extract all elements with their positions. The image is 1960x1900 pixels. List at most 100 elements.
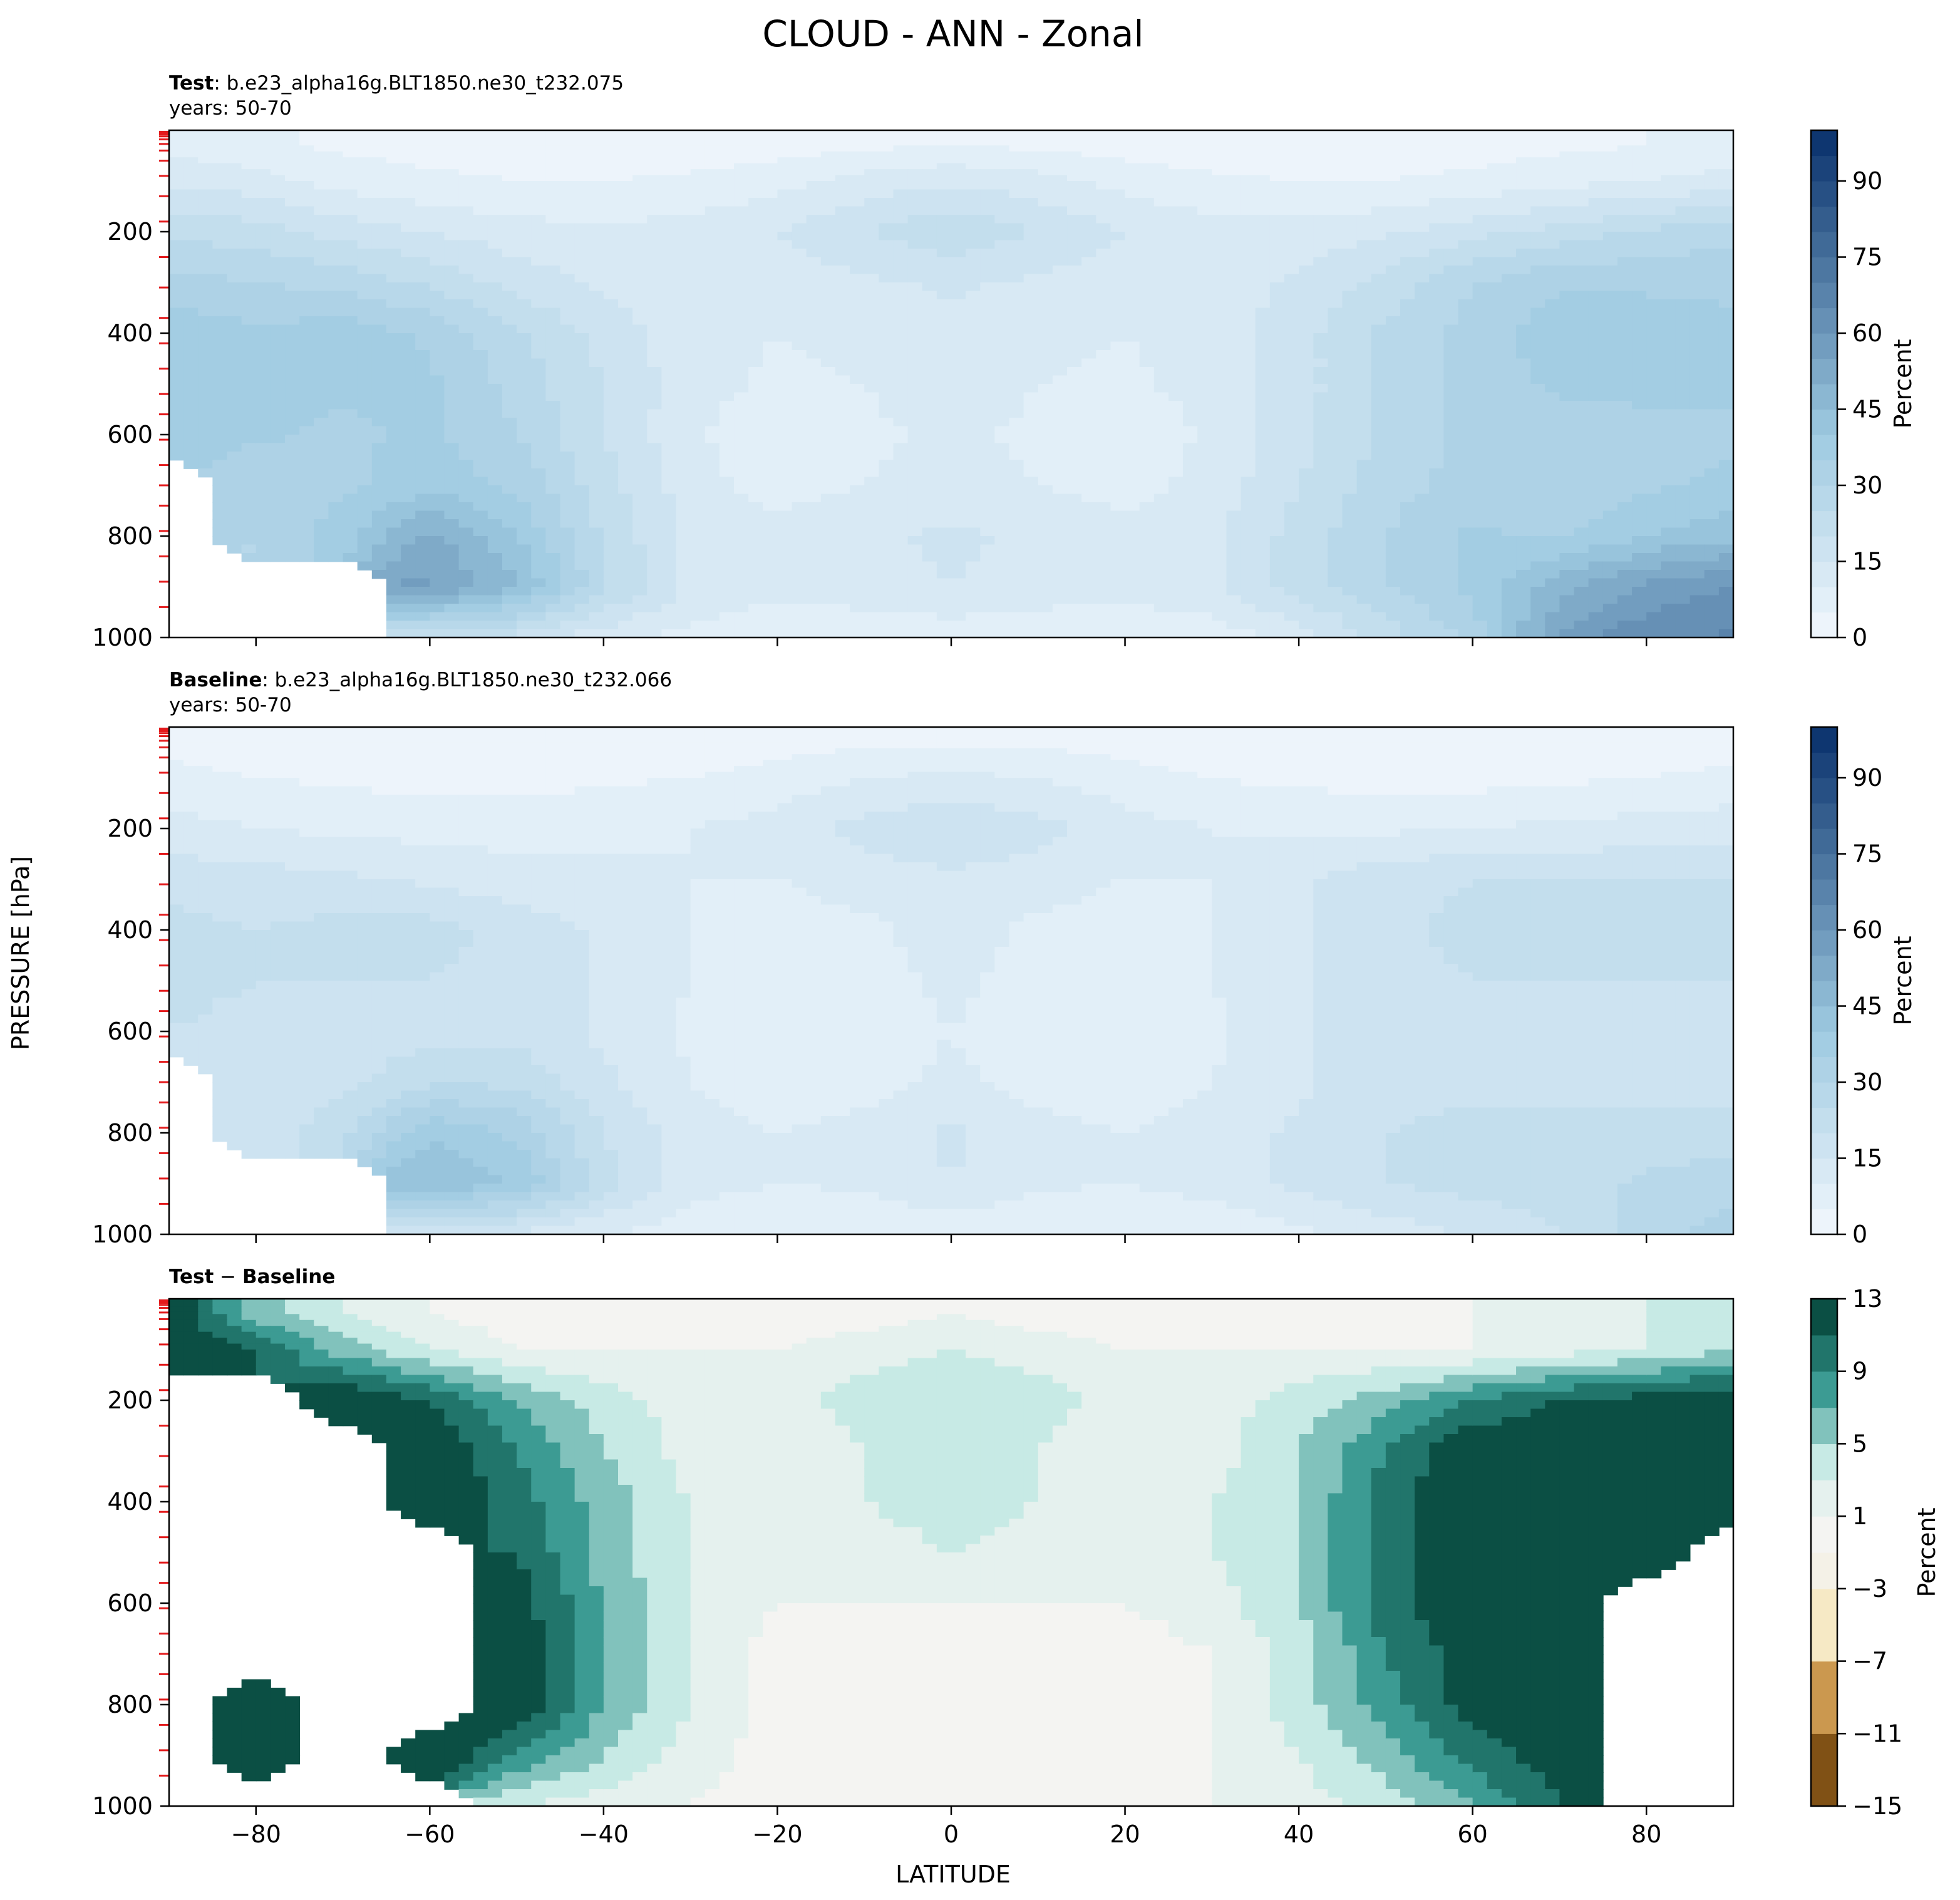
- contour-cell: [676, 274, 691, 283]
- contour-cell: [358, 207, 373, 215]
- contour-cell: [1009, 240, 1024, 249]
- contour-cell: [1574, 257, 1589, 266]
- contour-cell: [1081, 333, 1096, 342]
- contour-cell: [169, 410, 184, 418]
- contour-cell: [1328, 181, 1343, 190]
- contour-cell: [212, 410, 227, 418]
- contour-cell: [1530, 418, 1545, 426]
- contour-cell: [285, 215, 300, 224]
- contour-cell: [705, 452, 720, 460]
- contour-cell: [1661, 215, 1676, 224]
- contour-cell: [1140, 410, 1155, 418]
- contour-cell: [604, 410, 619, 418]
- contour-cell: [1212, 215, 1227, 224]
- contour-cell: [1443, 418, 1458, 426]
- contour-cell: [1545, 169, 1560, 175]
- contour-cell: [1024, 410, 1039, 418]
- contour-cell: [1458, 418, 1473, 426]
- contour-cell: [821, 468, 836, 477]
- contour-cell: [1632, 274, 1647, 283]
- contour-cell: [763, 393, 778, 401]
- contour-cell: [937, 460, 952, 469]
- contour-cell: [850, 169, 865, 175]
- contour-cell: [1473, 175, 1488, 182]
- contour-cell: [256, 426, 271, 435]
- contour-cell: [545, 224, 560, 232]
- contour-cell: [676, 232, 691, 240]
- contour-cell: [1038, 426, 1053, 435]
- contour-cell: [386, 274, 401, 283]
- contour-cell: [328, 175, 343, 182]
- contour-cell: [1719, 181, 1734, 190]
- contour-cell: [879, 410, 894, 418]
- contour-cell: [1458, 282, 1473, 291]
- contour-cell: [1270, 350, 1285, 359]
- contour-cell: [705, 367, 720, 376]
- contour-cell: [1516, 367, 1531, 376]
- contour-cell: [1168, 350, 1184, 359]
- contour-cell: [401, 367, 416, 376]
- contour-cell: [632, 157, 647, 163]
- contour-cell: [198, 145, 213, 152]
- contour-cell: [502, 169, 517, 175]
- contour-cell: [1371, 426, 1386, 435]
- contour-cell: [705, 282, 720, 291]
- contour-cell: [807, 393, 822, 401]
- contour-cell: [1473, 249, 1488, 257]
- contour-cell: [821, 333, 836, 342]
- diff-label-baseline: Baseline: [242, 1266, 335, 1288]
- contour-cell: [444, 367, 459, 376]
- contour-cell: [1053, 224, 1068, 232]
- contour-cell: [488, 207, 503, 215]
- contour-cell: [343, 207, 358, 215]
- contour-cell: [299, 175, 314, 182]
- contour-cell: [444, 333, 459, 342]
- contour-cell: [734, 426, 749, 435]
- contour-cell: [271, 266, 286, 274]
- contour-cell: [1400, 316, 1415, 325]
- contour-cell: [1705, 163, 1720, 170]
- contour-cell: [1067, 460, 1082, 469]
- contour-cell: [1632, 291, 1647, 300]
- contour-cell: [1632, 152, 1647, 158]
- contour-cell: [1024, 376, 1039, 385]
- contour-cell: [198, 299, 213, 308]
- contour-cell: [1530, 299, 1545, 308]
- contour-cell: [1140, 393, 1155, 401]
- contour-cell: [807, 460, 822, 469]
- contour-cell: [343, 468, 358, 477]
- contour-cell: [879, 190, 894, 199]
- contour-cell: [531, 175, 546, 182]
- contour-cell: [748, 145, 763, 152]
- contour-cell: [1502, 393, 1517, 401]
- contour-cell: [1284, 367, 1299, 376]
- contour-cell: [488, 157, 503, 163]
- contour-cell: [545, 325, 560, 334]
- contour-cell: [1487, 190, 1502, 199]
- contour-cell: [1299, 175, 1314, 182]
- contour-cell: [1328, 145, 1343, 152]
- contour-cell: [1646, 359, 1661, 368]
- contour-cell: [1140, 435, 1155, 443]
- contour-cell: [777, 198, 792, 207]
- contour-cell: [212, 145, 227, 152]
- contour-cell: [545, 198, 560, 207]
- contour-cell: [1009, 401, 1024, 410]
- contour-cell: [1096, 282, 1111, 291]
- contour-cell: [517, 393, 532, 401]
- contour-cell: [1256, 418, 1271, 426]
- contour-cell: [1140, 266, 1155, 274]
- contour-cell: [980, 460, 995, 469]
- contour-cell: [1400, 393, 1415, 401]
- contour-cell: [618, 410, 633, 418]
- contour-cell: [1154, 384, 1169, 393]
- contour-cell: [1371, 152, 1386, 158]
- contour-cell: [1212, 325, 1227, 334]
- contour-cell: [401, 190, 416, 199]
- contour-cell: [589, 207, 604, 215]
- contour-cell: [1328, 215, 1343, 224]
- contour-cell: [1154, 232, 1169, 240]
- contour-cell: [1154, 181, 1169, 190]
- contour-cell: [1690, 410, 1705, 418]
- contour-cell: [372, 299, 387, 308]
